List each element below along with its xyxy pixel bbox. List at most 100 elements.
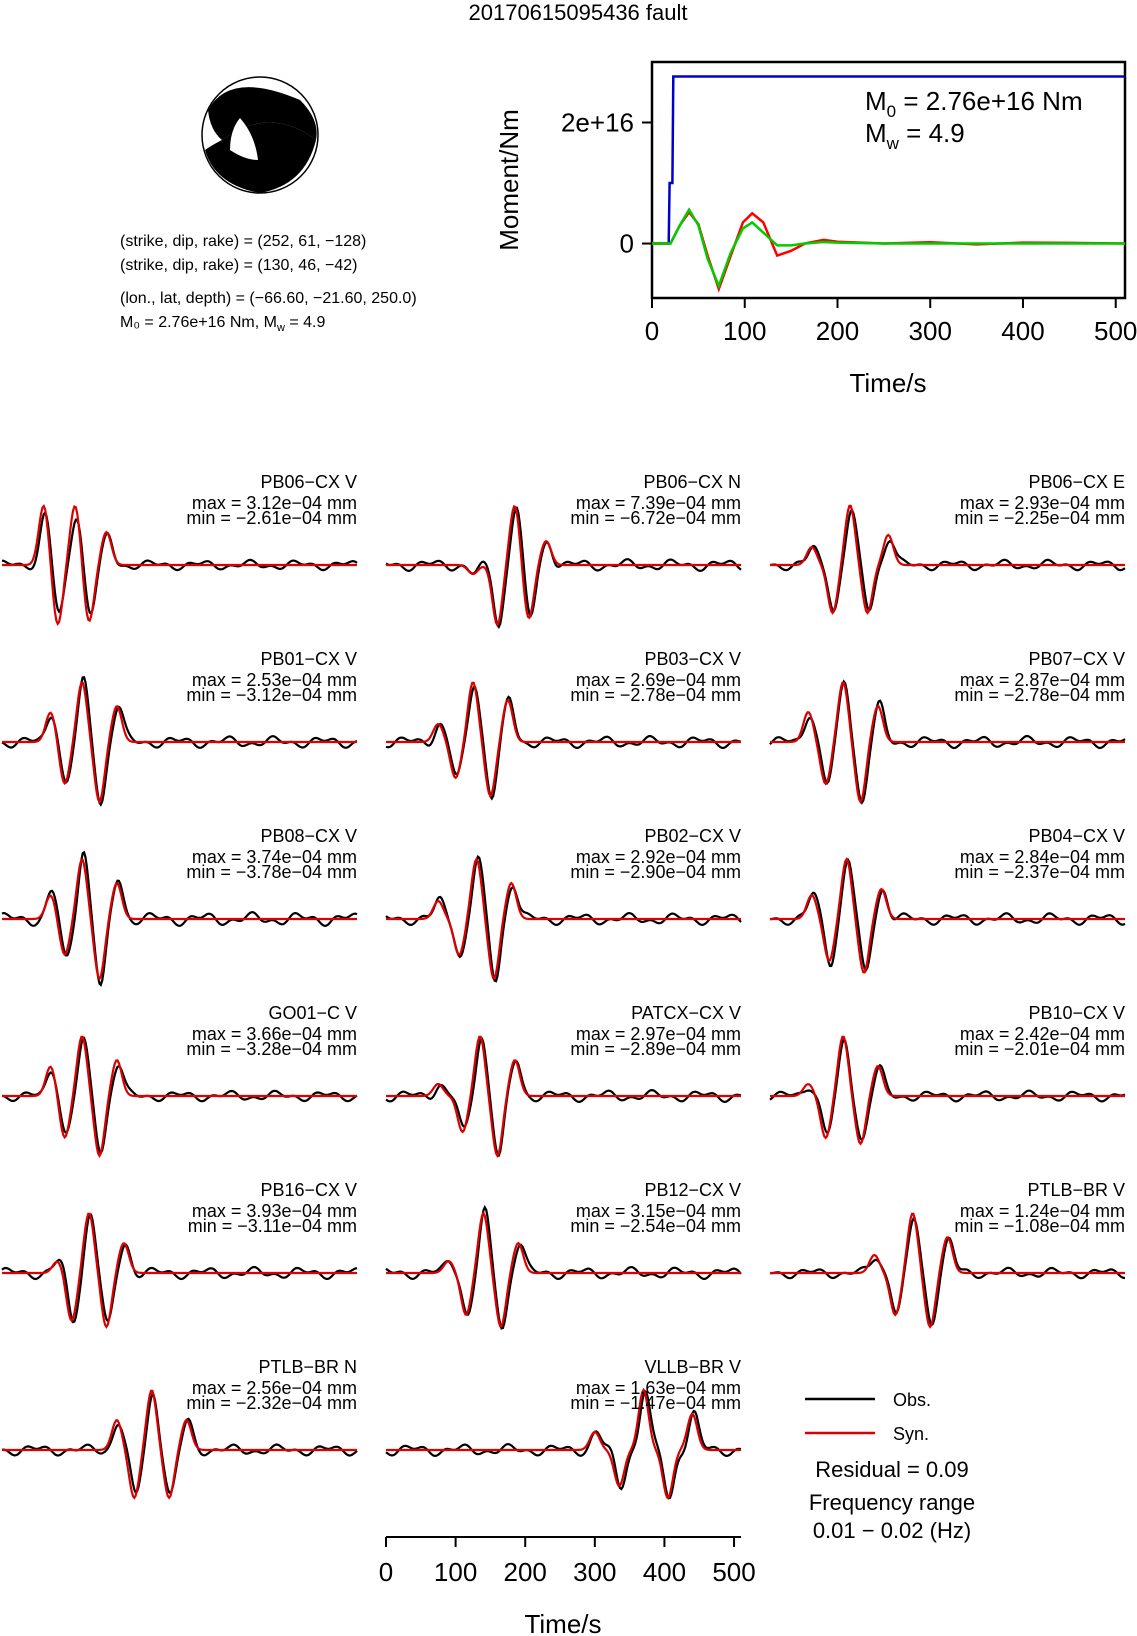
station-min: min = −6.72e−04 mm	[570, 508, 741, 528]
synthetic-trace	[770, 681, 1125, 805]
station-max: max = 3.66e−04 mm	[192, 1024, 357, 1044]
stf-xtick-label: 100	[723, 316, 766, 346]
stf-series-2	[652, 207, 1125, 290]
station-max: max = 7.39e−04 mm	[576, 493, 741, 513]
synthetic-trace	[770, 1212, 1125, 1329]
synthetic-trace	[386, 504, 741, 628]
synthetic-trace	[2, 1035, 357, 1159]
synthetic-trace	[770, 504, 1125, 615]
station-min: min = −3.28e−04 mm	[186, 1039, 357, 1059]
station-name: VLLB−BR V	[644, 1357, 741, 1377]
station-min: min = −1.47e−04 mm	[570, 1393, 741, 1413]
station-name: PB10−CX V	[1028, 1003, 1125, 1023]
mechanism-line-1: (strike, dip, rake) = (252, 61, −128)	[120, 233, 366, 250]
station-min: min = −2.78e−04 mm	[954, 685, 1125, 705]
station-max: max = 1.63e−04 mm	[576, 1378, 741, 1398]
station-name: PB04−CX V	[1028, 826, 1125, 846]
station-name: PB08−CX V	[260, 826, 357, 846]
synthetic-trace	[386, 1210, 741, 1328]
stf-lines	[652, 75, 1126, 293]
stf-ytick-label: 2e+16	[561, 108, 634, 138]
waveform-xtick-label: 100	[434, 1557, 477, 1587]
stf-ylabel: Moment/Nm	[494, 109, 524, 251]
station-name: PB16−CX V	[260, 1180, 357, 1200]
observed-trace	[1, 676, 358, 807]
observed-trace	[385, 1037, 742, 1158]
station-name: PB12−CX V	[644, 1180, 741, 1200]
station-max: max = 2.42e−04 mm	[960, 1024, 1125, 1044]
station-max: max = 2.56e−04 mm	[192, 1378, 357, 1398]
station-name: PB06−CX N	[643, 472, 741, 492]
station-min: min = −2.78e−04 mm	[570, 685, 741, 705]
synthetic-trace	[386, 856, 741, 980]
waveform-xtick-label: 500	[712, 1557, 755, 1587]
synthetic-trace	[2, 681, 357, 805]
station-name: PB02−CX V	[644, 826, 741, 846]
mechanism-mw-sub: w	[276, 322, 285, 334]
synthetic-trace	[386, 681, 741, 798]
synthetic-trace	[386, 1387, 741, 1499]
observed-trace	[769, 679, 1126, 805]
station-max: max = 2.69e−04 mm	[576, 670, 741, 690]
station-min: min = −2.32e−04 mm	[186, 1393, 357, 1413]
synthetic-trace	[2, 1212, 357, 1329]
synthetic-trace	[2, 503, 357, 627]
waveform-xlabel: Time/s	[524, 1609, 601, 1636]
station-max: max = 2.84e−04 mm	[960, 847, 1125, 867]
station-name: PB06−CX E	[1028, 472, 1125, 492]
residual-text: Residual = 0.09	[815, 1457, 969, 1482]
station-name: PB06−CX V	[260, 472, 357, 492]
station-max: max = 3.93e−04 mm	[192, 1201, 357, 1221]
waveform-xtick-label: 400	[643, 1557, 686, 1587]
mechanism-line-3: (lon., lat, depth) = (−66.60, −21.60, 25…	[120, 290, 417, 307]
focal-mechanism-beachball	[201, 76, 319, 194]
mechanism-line-2: (strike, dip, rake) = (130, 46, −42)	[120, 257, 357, 274]
mechanism-line-4: M₀ = 2.76e+16 Nm, Mw = 4.9	[120, 314, 325, 334]
station-name: PB01−CX V	[260, 649, 357, 669]
frequency-range-label: Frequency range	[809, 1490, 975, 1515]
legend-obs-label: Obs.	[893, 1390, 931, 1410]
legend-syn-label: Syn.	[893, 1424, 929, 1444]
stf-ytick-label: 0	[620, 229, 634, 259]
figure-title: 20170615095436 fault	[469, 0, 688, 25]
station-name: PB03−CX V	[644, 649, 741, 669]
station-max: max = 1.24e−04 mm	[960, 1201, 1125, 1221]
station-max: max = 2.97e−04 mm	[576, 1024, 741, 1044]
station-name: PTLB−BR V	[1027, 1180, 1125, 1200]
synthetic-trace	[2, 1389, 357, 1500]
station-max: max = 3.12e−04 mm	[192, 493, 357, 513]
station-max: max = 2.87e−04 mm	[960, 670, 1125, 690]
station-min: min = −1.08e−04 mm	[954, 1216, 1125, 1236]
waveform-xtick-label: 300	[573, 1557, 616, 1587]
station-min: min = −2.90e−04 mm	[570, 862, 741, 882]
observed-trace	[1, 1036, 358, 1156]
station-min: min = −2.01e−04 mm	[954, 1039, 1125, 1059]
mechanism-mw-value: = 4.9	[285, 314, 326, 331]
observed-trace	[385, 686, 742, 801]
frequency-range-value: 0.01 − 0.02 (Hz)	[813, 1518, 971, 1543]
station-name: PATCX−CX V	[631, 1003, 741, 1023]
stf-xtick-label: 500	[1094, 316, 1137, 346]
legend: Obs. Syn. Residual = 0.09 Frequency rang…	[805, 1390, 975, 1543]
waveform-xtick-label: 0	[379, 1557, 393, 1587]
observed-trace	[1, 1213, 358, 1324]
station-max: max = 2.93e−04 mm	[960, 493, 1125, 513]
station-min: min = −2.37e−04 mm	[954, 862, 1125, 882]
station-min: min = −2.89e−04 mm	[570, 1039, 741, 1059]
station-max: max = 2.53e−04 mm	[192, 670, 357, 690]
station-min: min = −2.25e−04 mm	[954, 508, 1125, 528]
station-min: min = −3.12e−04 mm	[186, 685, 357, 705]
stf-xtick-label: 0	[645, 316, 659, 346]
station-max: max = 3.15e−04 mm	[576, 1201, 741, 1221]
stf-annotation-mw: Mw = 4.9	[865, 118, 965, 153]
